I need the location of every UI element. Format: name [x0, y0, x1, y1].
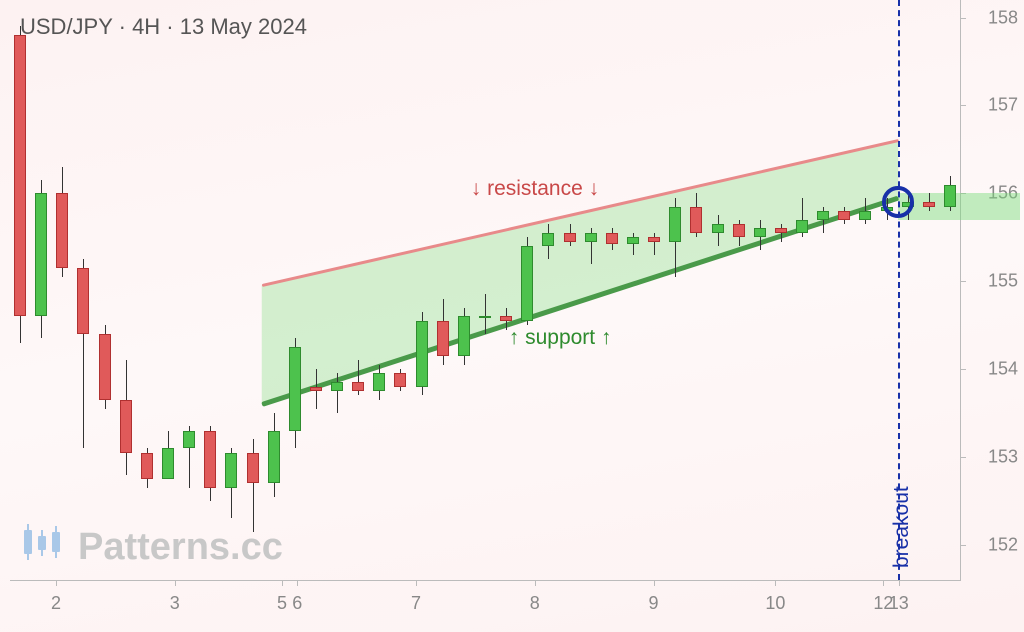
candle-body: [754, 228, 766, 237]
candle-body: [690, 207, 702, 233]
candle-body: [204, 431, 216, 488]
candle-body: [712, 224, 724, 233]
candle-body: [479, 316, 491, 318]
candle-body: [310, 387, 322, 391]
candle-body: [416, 321, 428, 387]
candle-body: [458, 316, 470, 356]
candle-body: [120, 400, 132, 453]
breakout-label: breakout: [890, 486, 914, 568]
candle-body: [606, 233, 618, 244]
candle-wick: [485, 294, 486, 334]
candle-body: [923, 202, 935, 206]
candle-body: [733, 224, 745, 237]
candle-body: [796, 220, 808, 233]
candle-body: [859, 211, 871, 220]
resistance-label: ↓ resistance ↓: [471, 177, 599, 201]
candle-body: [352, 382, 364, 391]
candle-body: [35, 193, 47, 316]
candle-wick: [337, 373, 338, 413]
candle-body: [162, 448, 174, 479]
candle-body: [817, 211, 829, 220]
candle-body: [183, 431, 195, 449]
candle-body: [268, 431, 280, 484]
candle-body: [521, 246, 533, 321]
candle-body: [56, 193, 68, 268]
candle-body: [225, 453, 237, 488]
candle-body: [141, 453, 153, 479]
candle-body: [331, 382, 343, 391]
candle-body: [289, 347, 301, 430]
candle-body: [247, 453, 259, 484]
chart-title: USD/JPY · 4H · 13 May 2024: [20, 14, 307, 40]
candle-body: [14, 35, 26, 316]
candle-body: [627, 237, 639, 244]
candle-body: [585, 233, 597, 242]
candle-body: [99, 334, 111, 400]
candle-body: [500, 316, 512, 320]
candle-body: [542, 233, 554, 246]
candle-wick: [654, 233, 655, 255]
candle-body: [669, 207, 681, 242]
candle-body: [775, 228, 787, 232]
candle-body: [648, 237, 660, 241]
candle-body: [944, 185, 956, 207]
support-label: ↑ support ↑: [509, 326, 612, 350]
candlestick-chart: USD/JPY · 4H · 13 May 2024 Patterns.cc 1…: [0, 0, 1024, 632]
candle-body: [373, 373, 385, 391]
target-band: [898, 193, 1020, 219]
candle-body: [77, 268, 89, 334]
candle-body: [437, 321, 449, 356]
candle-body: [394, 373, 406, 386]
candle-body: [564, 233, 576, 242]
candle-body: [838, 211, 850, 220]
